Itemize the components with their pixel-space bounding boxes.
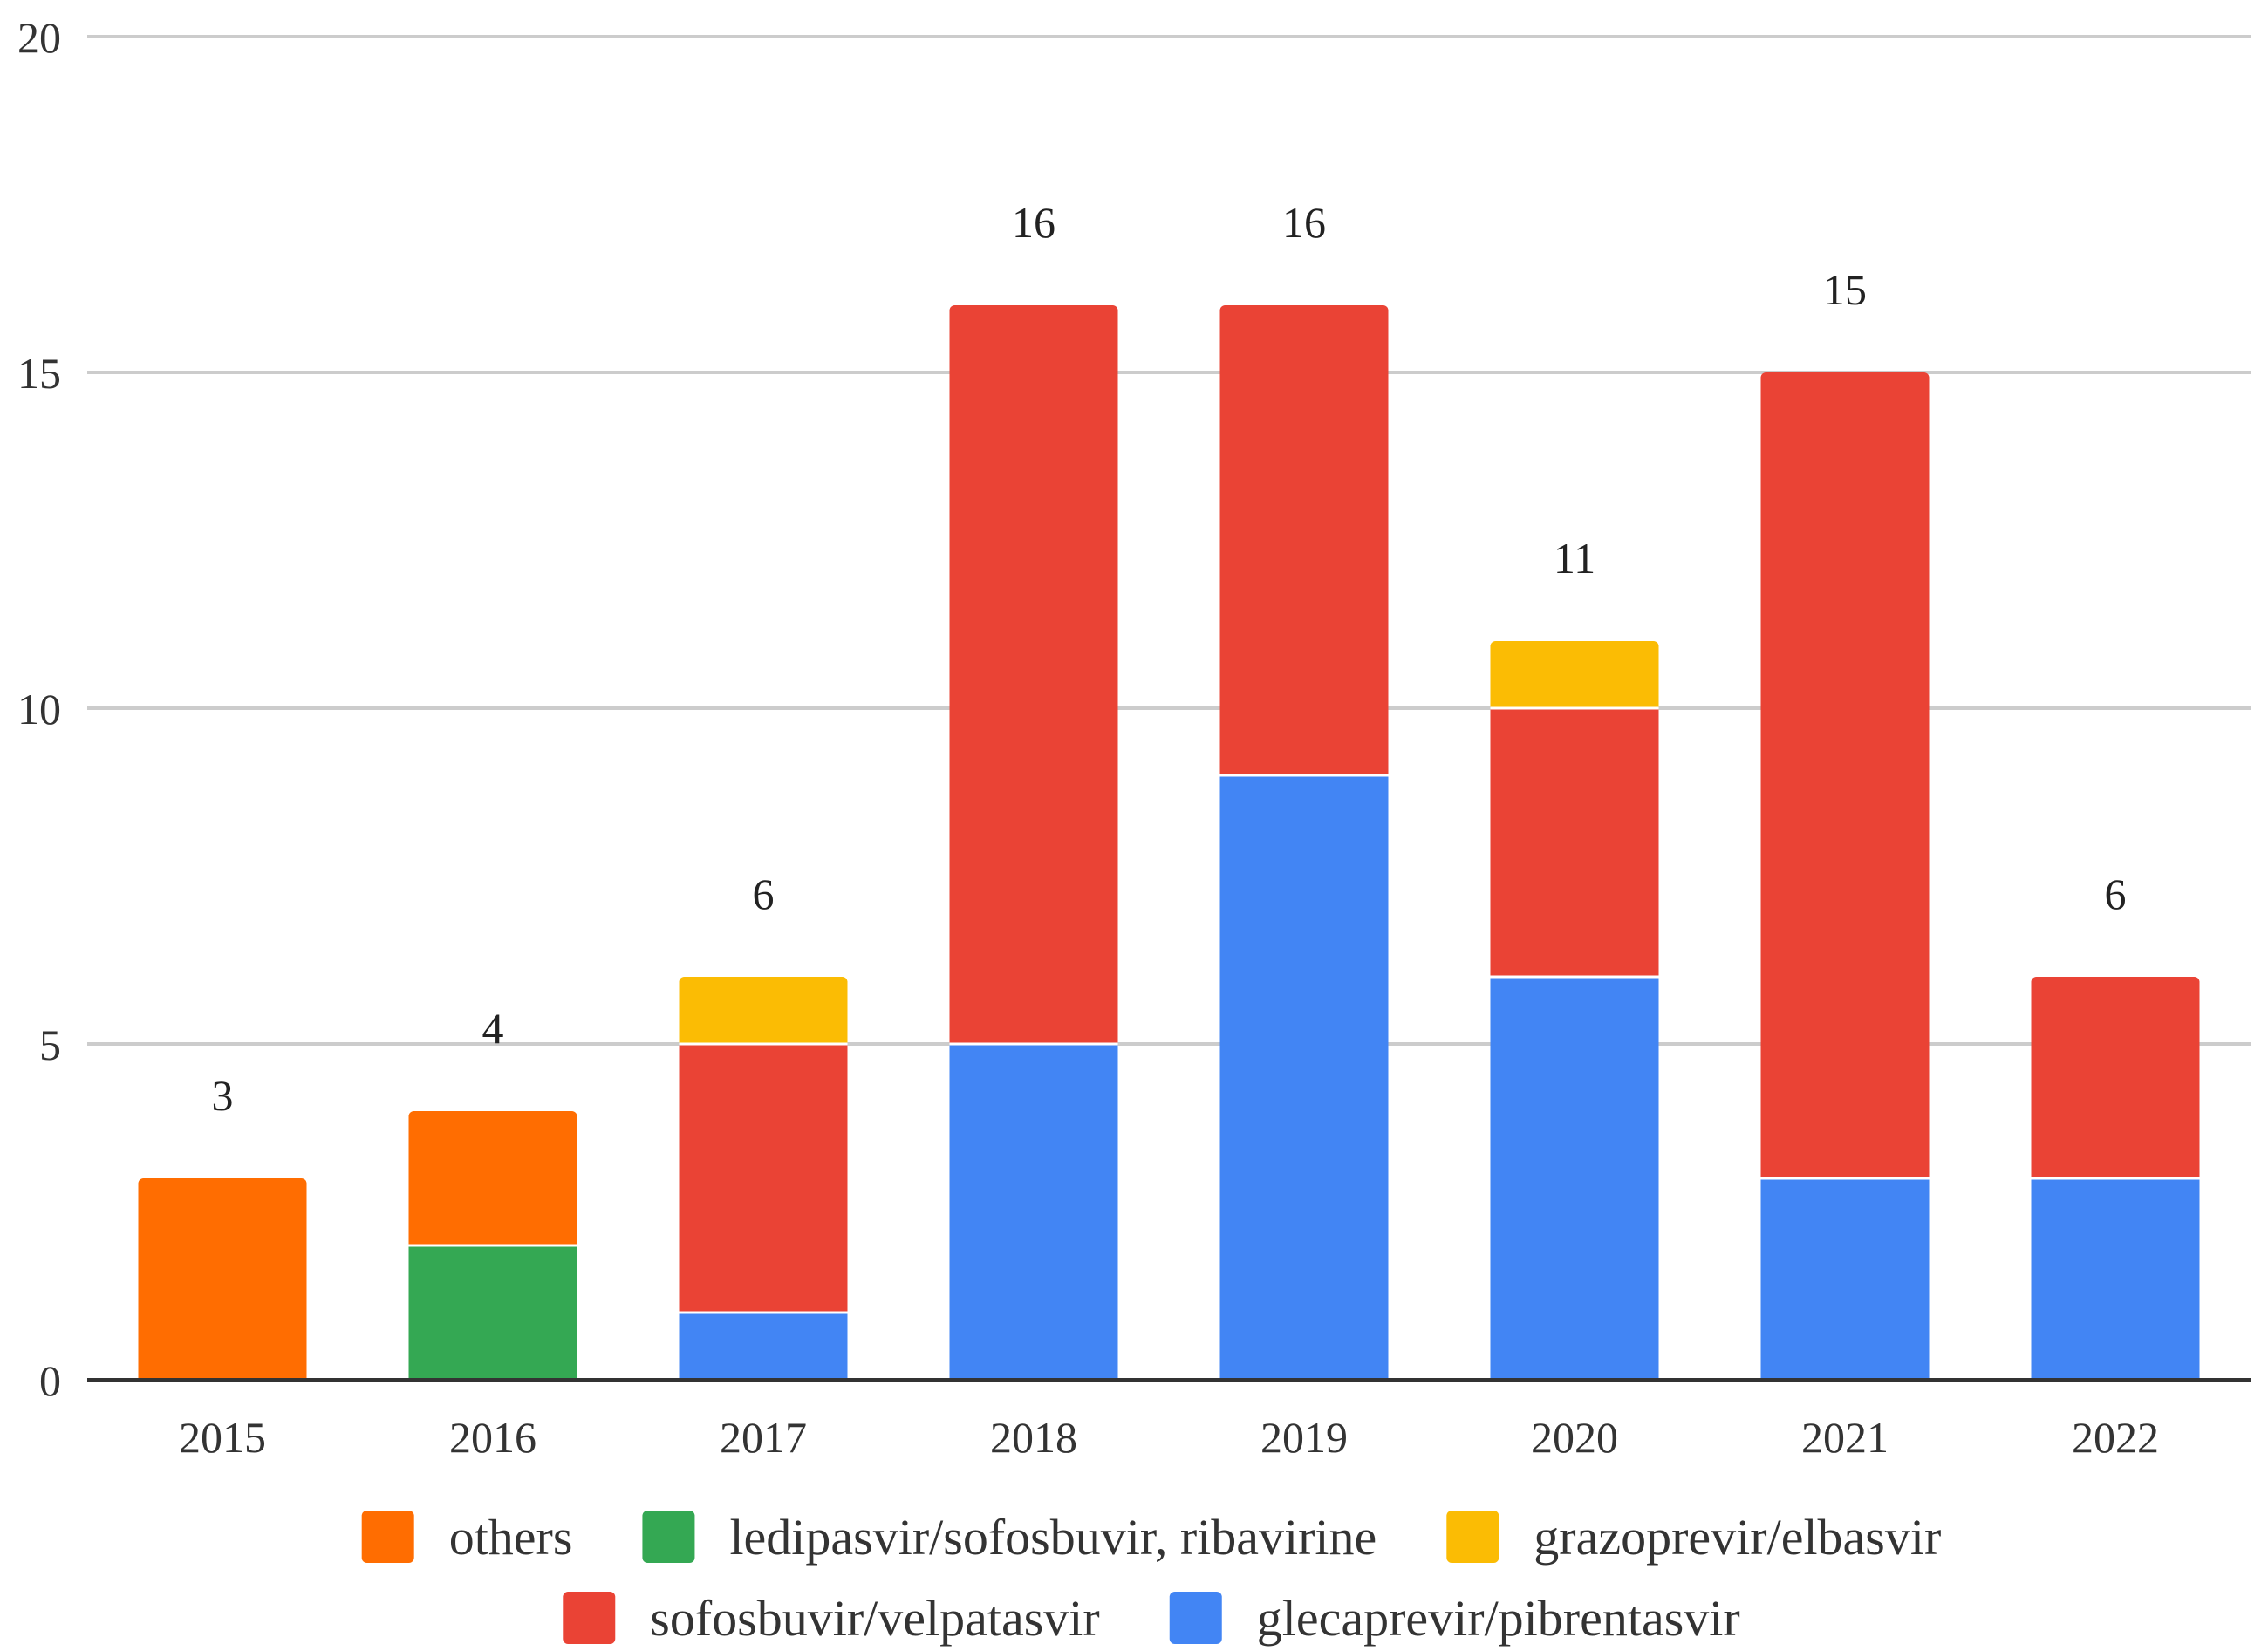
x-tick-label-2017: 2017 bbox=[720, 1413, 807, 1462]
bar-base-2017-grazoprevir-elbasvir bbox=[679, 1035, 848, 1044]
bar-2017-glecaprevir-pibrentasvir bbox=[679, 1313, 848, 1380]
y-tick-label-10: 10 bbox=[17, 685, 61, 733]
total-label-2016: 4 bbox=[482, 1004, 504, 1053]
legend-row-1: others ledipasvir/sofosbuvir, ribavirine g… bbox=[361, 1509, 1941, 1566]
legend-row-2: sofosbuvir/velpatasvir glecaprevir/pibren… bbox=[563, 1590, 1740, 1647]
legend-label-others: others bbox=[449, 1509, 573, 1566]
x-tick-label-2016: 2016 bbox=[449, 1413, 536, 1462]
bar-2020-sofosbuvir-velpatasvir bbox=[1490, 708, 1659, 977]
total-label-2018: 16 bbox=[1012, 198, 1055, 247]
bar-2015-others bbox=[138, 1178, 307, 1380]
legend-label-grazoprevir-elbasvir: grazoprevir/elbasvir bbox=[1534, 1509, 1941, 1566]
total-label-2019: 16 bbox=[1282, 198, 1326, 247]
bar-base-2016-others bbox=[408, 1237, 577, 1245]
legend-label-sofosbuvir-velpatasvir: sofosbuvir/velpatasvir bbox=[650, 1590, 1099, 1647]
bar-2022-sofosbuvir-velpatasvir bbox=[2031, 977, 2200, 1178]
data-labels: 3 4 6 16 16 11 15 6 bbox=[212, 198, 2127, 1120]
bar-2020-grazoprevir-elbasvir bbox=[1490, 641, 1659, 708]
y-tick-label-5: 5 bbox=[39, 1020, 61, 1069]
bars bbox=[138, 305, 2200, 1380]
total-label-2015: 3 bbox=[212, 1071, 234, 1120]
legend-item-sofosbuvir-velpatasvir: sofosbuvir/velpatasvir bbox=[563, 1590, 1100, 1647]
bar-2021-glecaprevir-pibrentasvir bbox=[1760, 1178, 1930, 1380]
x-tick-label-2021: 2021 bbox=[1801, 1413, 1889, 1462]
total-label-2022: 6 bbox=[2105, 870, 2127, 918]
bar-base-2015-others bbox=[138, 1371, 307, 1380]
bar-base-2021-sofosbuvir-velpatasvir bbox=[1760, 1170, 1930, 1178]
legend-swatch-ledipasvir-sofosbuvir-ribavirine bbox=[642, 1511, 695, 1563]
bar-2019-sofosbuvir-velpatasvir bbox=[1219, 305, 1389, 775]
bar-2021-sofosbuvir-velpatasvir bbox=[1760, 372, 1930, 1178]
bar-base-2018-sofosbuvir-velpatasvir bbox=[949, 1035, 1118, 1044]
y-tick-label-20: 20 bbox=[17, 13, 61, 62]
y-tick-label-15: 15 bbox=[17, 349, 61, 398]
x-tick-label-2020: 2020 bbox=[1531, 1413, 1618, 1462]
x-tick-label-2018: 2018 bbox=[990, 1413, 1077, 1462]
bar-2018-glecaprevir-pibrentasvir bbox=[949, 1044, 1118, 1380]
y-axis-ticks: 0 5 10 15 20 bbox=[17, 13, 61, 1405]
bar-2020-glecaprevir-pibrentasvir bbox=[1490, 977, 1659, 1380]
total-label-2020: 11 bbox=[1554, 534, 1595, 583]
total-label-2017: 6 bbox=[753, 870, 775, 918]
x-axis-ticks: 2015 2016 2017 2018 2019 2020 2021 2022 bbox=[179, 1413, 2159, 1462]
bar-2016-others bbox=[408, 1111, 577, 1245]
legend-label-glecaprevir-pibrentasvir: glecaprevir/pibrentasvir bbox=[1257, 1590, 1740, 1647]
legend-swatch-grazoprevir-elbasvir bbox=[1446, 1511, 1499, 1563]
legend-swatch-sofosbuvir-velpatasvir bbox=[563, 1592, 616, 1644]
legend-swatch-others bbox=[361, 1511, 414, 1563]
x-tick-label-2019: 2019 bbox=[1260, 1413, 1348, 1462]
bar-base-2019-sofosbuvir-velpatasvir bbox=[1219, 767, 1389, 775]
y-tick-label-0: 0 bbox=[39, 1356, 61, 1405]
legend-item-ledipasvir-sofosbuvir-ribavirine: ledipasvir/sofosbuvir, ribavirine bbox=[642, 1509, 1377, 1566]
x-tick-label-2015: 2015 bbox=[179, 1413, 266, 1462]
bar-base-2022-sofosbuvir-velpatasvir bbox=[2031, 1170, 2200, 1178]
legend-item-glecaprevir-pibrentasvir: glecaprevir/pibrentasvir bbox=[1169, 1590, 1740, 1647]
legend-item-others: others bbox=[361, 1509, 573, 1566]
legend-item-grazoprevir-elbasvir: grazoprevir/elbasvir bbox=[1446, 1509, 1941, 1566]
bar-2022-glecaprevir-pibrentasvir bbox=[2031, 1178, 2200, 1380]
bar-2018-sofosbuvir-velpatasvir bbox=[949, 305, 1118, 1044]
x-tick-label-2022: 2022 bbox=[2072, 1413, 2159, 1462]
legend-swatch-glecaprevir-pibrentasvir bbox=[1169, 1592, 1222, 1644]
bar-2016-ledipasvir-sofosbuvir-ribavirine bbox=[408, 1245, 577, 1380]
bar-2019-glecaprevir-pibrentasvir bbox=[1219, 775, 1389, 1380]
legend: others ledipasvir/sofosbuvir, ribavirine g… bbox=[361, 1509, 1941, 1647]
legend-label-ledipasvir-sofosbuvir-ribavirine: ledipasvir/sofosbuvir, ribavirine bbox=[729, 1509, 1377, 1566]
bar-2017-sofosbuvir-velpatasvir bbox=[679, 1044, 848, 1313]
bar-base-2020-grazoprevir-elbasvir bbox=[1490, 699, 1659, 708]
bar-2017-grazoprevir-elbasvir bbox=[679, 977, 848, 1044]
total-label-2021: 15 bbox=[1823, 265, 1867, 314]
